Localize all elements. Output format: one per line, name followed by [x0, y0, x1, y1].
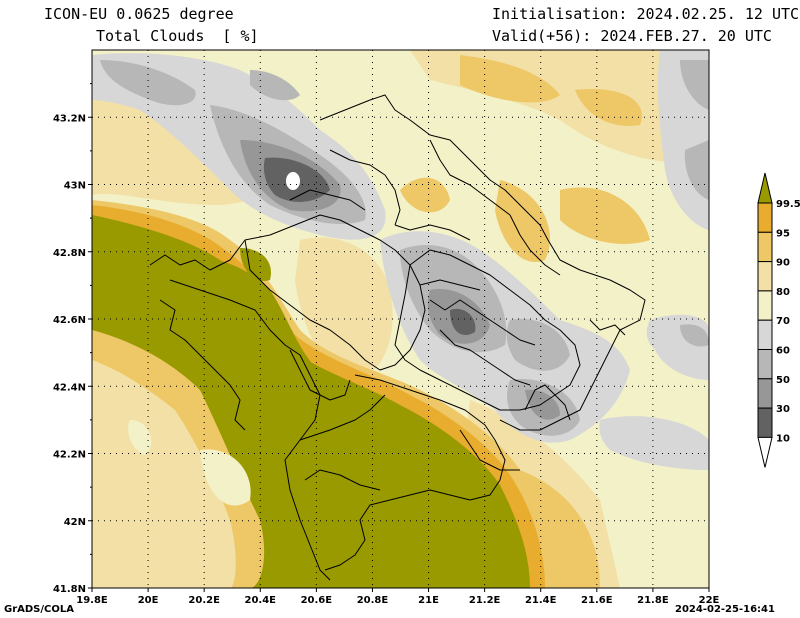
lon-label: 20.2E	[188, 595, 220, 606]
colorbar-label: 90	[776, 258, 790, 269]
district-lines	[289, 349, 351, 401]
cloud-band-90	[495, 180, 550, 262]
colorbar-segment	[757, 231, 773, 263]
footer-software: GrADS/COLA	[4, 604, 74, 615]
cloud-band-10	[450, 308, 476, 336]
district-lines	[329, 149, 401, 226]
colorbar-label: 95	[776, 228, 790, 239]
chart-title-field: Total Clouds [ %]	[96, 27, 259, 45]
cloud-field	[92, 50, 709, 588]
lat-label: 42N	[64, 517, 86, 528]
north-macedonia-border	[324, 374, 506, 571]
cloud-band-70	[600, 438, 709, 588]
lon-label: 20.4E	[245, 595, 277, 606]
lat-label: 41.8N	[53, 584, 86, 595]
colorbar-segment	[757, 319, 773, 351]
lon-label: 20E	[138, 595, 159, 606]
colorbar-segment	[757, 202, 773, 233]
graticule	[92, 50, 709, 588]
axis-labels: 19.8E 20E 20.2E 20.4E 20.6E 20.8E 21E 21.2E 21.4…	[53, 113, 720, 606]
lon-label: 21.8E	[637, 595, 669, 606]
lat-label: 42.6N	[53, 315, 86, 326]
cloud-band-50	[506, 319, 570, 371]
district-lines	[429, 299, 536, 346]
cloud-band-70	[200, 449, 251, 506]
district-lines	[459, 429, 520, 471]
lat-label: 42.4N	[53, 382, 86, 393]
country-borders	[149, 94, 646, 581]
district-lines	[524, 384, 571, 421]
colorbar-segment	[757, 290, 773, 321]
cloud-band-90	[575, 89, 642, 126]
cloud-band-50	[680, 324, 709, 347]
district-lines	[589, 319, 626, 336]
lat-label: 42.8N	[53, 248, 86, 259]
lat-label: 42.2N	[53, 450, 86, 461]
lon-label: 20.6E	[301, 595, 333, 606]
initialisation-label: Initialisation: 2024.02.25. 12 UTC	[492, 5, 800, 23]
lon-label: 21.6E	[581, 595, 613, 606]
cloud-band-50	[680, 60, 709, 110]
cloud-band-0	[286, 172, 300, 190]
lon-label: 21.4E	[525, 595, 557, 606]
lon-label: 19.8E	[76, 595, 108, 606]
lon-label: 21E	[418, 595, 439, 606]
cloud-band-70	[128, 420, 152, 455]
district-lines	[394, 224, 471, 241]
colorbar-segment	[757, 349, 773, 380]
footer-timestamp: 2024-02-25-16:41	[675, 604, 775, 615]
cloud-band-80	[295, 237, 393, 380]
district-lines	[509, 214, 561, 276]
colorbar-label: 70	[776, 316, 790, 327]
colorbar-label: 60	[776, 346, 790, 357]
lat-label: 43N	[64, 181, 86, 192]
district-lines	[289, 189, 366, 211]
cloud-band-90	[460, 55, 560, 103]
montenegro-border	[244, 214, 426, 371]
cloud-band-80	[92, 360, 236, 588]
colorbar-segment	[757, 407, 773, 438]
cloud-band-90	[400, 177, 450, 213]
colorbar: 99.5 95 90 80 70 60 50 30 10	[757, 172, 800, 468]
lon-label: 22E	[699, 595, 720, 606]
colorbar-label: 80	[776, 287, 790, 298]
colorbar-label: 50	[776, 375, 790, 386]
chart-title-model: ICON-EU 0.0625 degree	[44, 5, 234, 23]
cloud-band-99	[150, 256, 503, 588]
cloud-band-50	[250, 70, 300, 101]
cloud-band-90	[560, 187, 650, 244]
district-lines	[419, 279, 481, 291]
coast-border	[149, 239, 246, 271]
inner-border-south	[299, 394, 386, 441]
valid-time-label: Valid(+56): 2024.FEB.27. 20 UTC	[492, 27, 772, 45]
colorbar-segment	[757, 378, 773, 409]
lon-label: 21.2E	[469, 595, 501, 606]
district-lines	[429, 139, 511, 216]
colorbar-label: 30	[776, 404, 790, 415]
lon-label: 20.8E	[357, 595, 389, 606]
colorbar-arrow-top	[757, 172, 773, 204]
inner-border-south-2	[304, 469, 381, 491]
cloud-band-50	[100, 60, 196, 106]
colorbar-segment	[757, 261, 773, 292]
colorbar-label: 10	[776, 433, 790, 444]
cloud-band-50	[684, 140, 709, 200]
inner-border-west	[159, 299, 246, 431]
colorbar-label: 99.5	[776, 199, 800, 210]
cloud-band-60	[599, 416, 709, 470]
district-lines	[439, 329, 531, 386]
serbia-border	[319, 94, 646, 431]
axis-ticks	[88, 83, 710, 592]
colorbar-arrow-bottom	[757, 436, 773, 468]
lat-label: 43.2N	[53, 113, 86, 124]
